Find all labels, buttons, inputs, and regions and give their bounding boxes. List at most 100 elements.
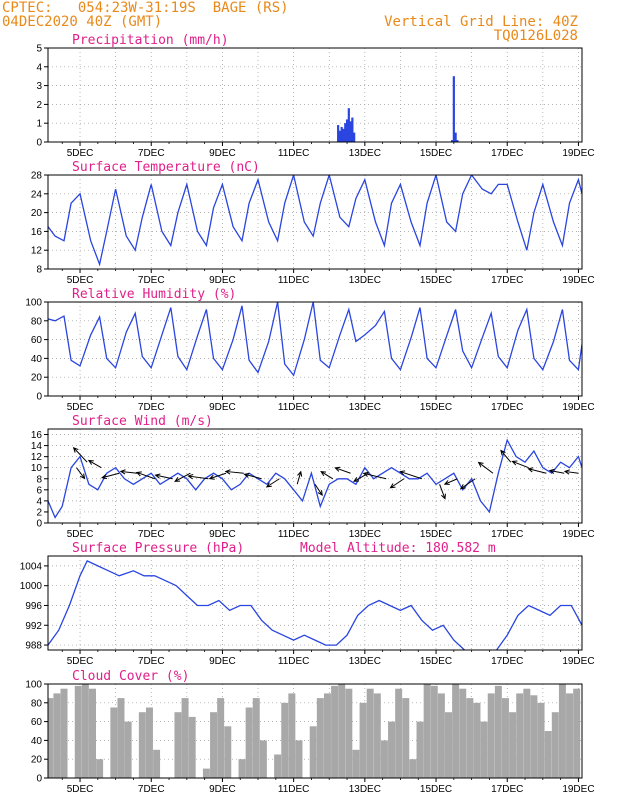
panel-title-cloud: Cloud Cover (%) [72,669,189,684]
xtick-label-precip: 15DEC [420,148,452,159]
ytick-label-temp: 28 [31,171,43,182]
bar-cloud [188,716,196,778]
wind-vector [459,478,476,490]
bar-cloud [473,702,481,778]
header-grid-line: Vertical Grid Line: 40Z [384,14,578,30]
bar-cloud [423,684,431,778]
ytick-label-temp: 12 [31,246,43,257]
bar-cloud [259,740,267,778]
panel-frame-cloud [47,683,583,779]
header-station: CPTEC: 054:23W-31:19S BAGE (RS) [2,0,289,16]
bar-cloud [380,740,388,778]
xtick-label-rh: 17DEC [491,402,523,413]
xtick-label-precip: 7DEC [138,148,165,159]
xtick-label-rh: 13DEC [349,402,381,413]
bar-cloud [60,688,68,778]
xtick-label-temp: 15DEC [420,275,452,286]
panel-temp: Surface Temperature (nC) 8 12 16 20 24 28 5DEC 7… [31,160,595,286]
panel-frame-wind [47,428,583,524]
line-temp [48,175,582,267]
bar-cloud [345,688,353,778]
ytick-label-precip: 4 [36,62,42,73]
series-temp [48,175,582,267]
bar-precip [353,132,356,142]
wind-vector [119,469,138,475]
ytick-label-rh: 40 [31,354,43,365]
wind-vector [362,471,387,480]
bar-cloud [537,702,545,778]
xtick-label-precip: 19DEC [562,148,594,159]
wind-vector [527,467,547,474]
bar-cloud [331,685,339,778]
wind-vector [224,469,244,475]
bar-cloud [459,688,467,778]
ytick-label-cloud: 80 [31,698,43,709]
bar-cloud [558,684,566,778]
bar-precip [450,140,454,142]
bar-cloud [516,693,524,778]
bar-cloud [153,749,161,778]
wind-vector [154,473,173,480]
panel-precip: Precipitation (mm/h) 0 1 2 3 4 5 5DEC 7DEC 9DEC 11… [36,33,594,159]
bar-cloud [295,740,303,778]
panel-title-pressure: Surface Pressure (hPa) [72,541,244,556]
bar-precip [345,119,349,142]
bar-precip [337,125,340,142]
ytick-label-precip: 3 [36,81,42,92]
ytick-label-temp: 16 [31,227,43,238]
bar-cloud [288,693,296,778]
wind-vector [87,459,102,469]
bar-cloud [224,726,232,778]
xtick-label-wind: 7DEC [138,529,165,540]
ytick-label-wind: 14 [31,441,43,452]
bar-cloud [174,712,182,778]
ytick-label-cloud: 60 [31,717,43,728]
series-cloud [48,684,581,778]
line-pressure [48,560,582,650]
panel-frame-precip [47,47,583,143]
xtick-label-cloud: 15DEC [420,784,452,795]
bar-cloud [416,721,424,778]
xtick-label-temp: 5DEC [67,275,94,286]
xtick-label-temp: 13DEC [349,275,381,286]
wind-vector [296,470,303,485]
wind-vector [563,469,579,475]
xtick-label-cloud: 19DEC [562,784,594,795]
wind-vector [477,461,494,474]
bar-cloud [110,707,118,778]
bar-cloud [202,768,210,778]
wind-vector [399,470,422,480]
wind-vector [548,468,565,474]
xtick-label-wind: 5DEC [67,529,94,540]
bar-cloud [89,688,96,778]
bar-cloud [566,693,574,778]
wind-vector [243,472,262,480]
xtick-label-wind: 13DEC [349,529,381,540]
xtick-label-cloud: 17DEC [491,784,523,795]
bar-cloud [53,693,61,778]
ytick-label-precip: 2 [36,100,42,111]
bar-cloud [452,684,460,778]
xtick-label-cloud: 7DEC [138,784,165,795]
wind-vector [135,471,155,480]
ytick-label-wind: 2 [36,507,42,518]
xtick-label-cloud: 11DEC [278,784,310,795]
bar-cloud [274,754,282,778]
wind-vector [439,484,446,500]
wind-vector [352,472,369,482]
xtick-label-rh: 19DEC [562,402,594,413]
ytick-label-pressure: 1004 [20,561,43,572]
ytick-label-temp: 20 [31,208,43,219]
ytick-label-rh: 80 [31,316,43,327]
bar-cloud [430,685,438,778]
panel-frame-temp [47,174,583,270]
wind-vector [443,478,458,485]
ytick-label-precip: 5 [36,44,42,55]
ytick-label-rh: 60 [31,335,43,346]
ytick-label-temp: 8 [36,265,42,276]
bar-cloud [117,698,125,778]
header-model: TQ0126L028 [494,28,578,44]
ytick-label-wind: 8 [36,474,42,485]
wind-vector [389,478,405,489]
